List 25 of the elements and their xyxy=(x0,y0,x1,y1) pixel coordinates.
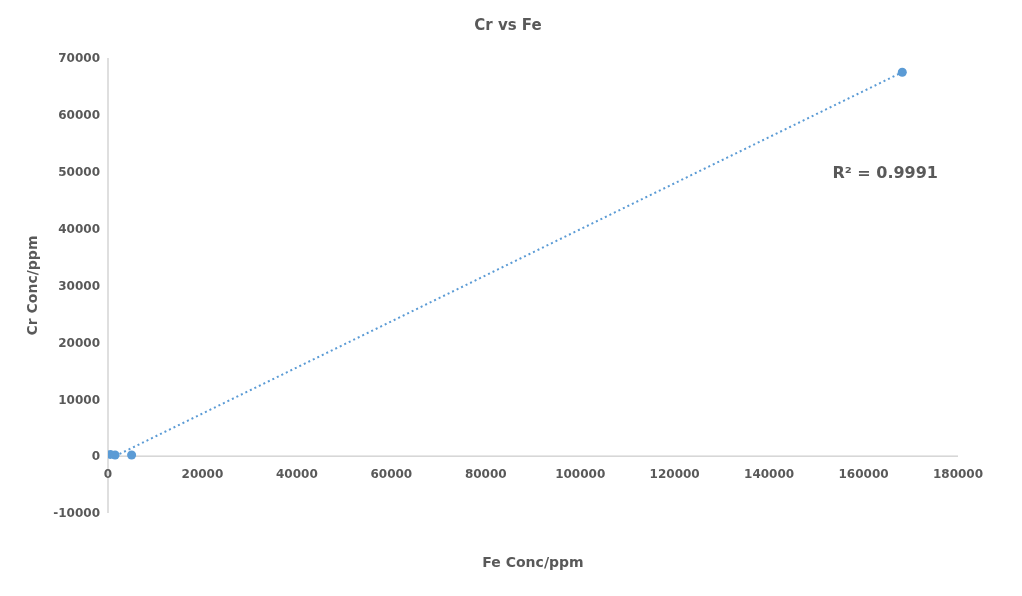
x-tick-label: 60000 xyxy=(370,467,413,482)
y-tick-label: 40000 xyxy=(58,221,100,236)
x-tick-label: 180000 xyxy=(932,467,984,482)
y-tick-label: 50000 xyxy=(58,165,100,180)
x-tick-label: 140000 xyxy=(744,467,795,482)
y-tick-label: 20000 xyxy=(58,335,100,350)
y-tick-label: 70000 xyxy=(58,51,100,66)
y-tick-label: -10000 xyxy=(53,506,100,521)
x-tick-label: 0 xyxy=(103,467,113,482)
point xyxy=(127,450,137,460)
chart-title: Cr vs Fe xyxy=(473,16,543,34)
point xyxy=(897,67,907,77)
y-tick-label: 60000 xyxy=(58,108,100,123)
x-tick-label: 160000 xyxy=(838,467,889,482)
x-tick-label: 40000 xyxy=(276,467,318,482)
annotation: R² = 0.9991 xyxy=(832,163,938,182)
y-axis-title: Cr Conc/ppm xyxy=(23,235,40,336)
y-tick-label: 0 xyxy=(91,449,100,464)
x-tick-label: 80000 xyxy=(464,467,507,482)
x-tick-label: 120000 xyxy=(649,467,700,482)
x-tick-label: 100000 xyxy=(555,467,606,482)
x-tick-label: 20000 xyxy=(181,467,224,482)
y-tick-label: 30000 xyxy=(58,278,100,293)
x-axis-title: Fe Conc/ppm xyxy=(482,554,584,570)
y-tick-label: 10000 xyxy=(58,392,100,407)
